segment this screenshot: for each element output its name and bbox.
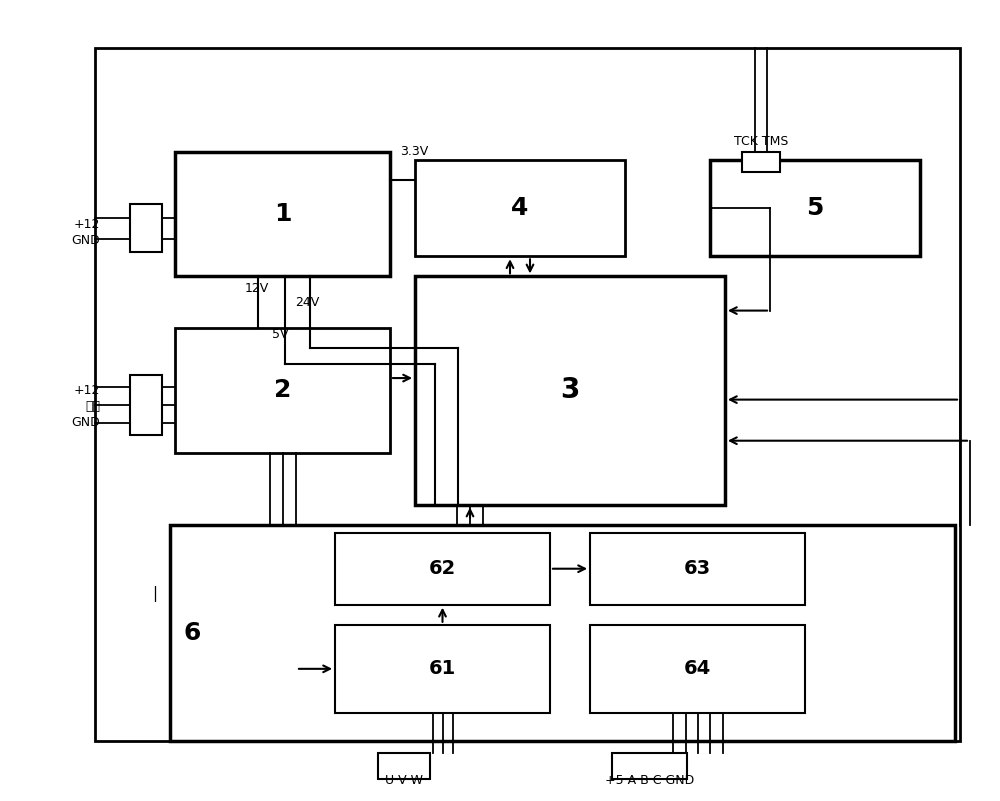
Text: U V W: U V W (385, 774, 423, 787)
Text: 6: 6 (183, 621, 201, 645)
Text: 61: 61 (429, 659, 456, 678)
Text: +5 A B C GND: +5 A B C GND (605, 774, 695, 787)
Bar (710, 160, 920, 256)
Text: 5: 5 (806, 196, 824, 220)
Bar (415, 160, 625, 256)
Text: 24V: 24V (295, 296, 319, 309)
Bar (170, 525, 955, 741)
Bar (95, 48, 960, 741)
Text: 2: 2 (274, 379, 291, 402)
Text: TCK TMS: TCK TMS (734, 135, 788, 148)
Bar (335, 625, 550, 713)
Bar (415, 276, 725, 505)
Bar (175, 328, 390, 453)
Text: 5V: 5V (272, 328, 288, 341)
Bar (378, 753, 430, 779)
Text: 62: 62 (429, 559, 456, 578)
Text: 1: 1 (274, 203, 291, 226)
Bar (612, 753, 687, 779)
Text: GND: GND (71, 234, 100, 247)
Text: 12V: 12V (245, 282, 269, 295)
Text: 3.3V: 3.3V (400, 145, 428, 158)
Text: 信号: 信号 (85, 400, 100, 413)
Text: GND: GND (71, 416, 100, 429)
Bar (742, 152, 780, 172)
Text: 64: 64 (684, 659, 711, 678)
Text: +12: +12 (74, 218, 100, 231)
Bar (130, 375, 162, 435)
Text: |: | (152, 586, 158, 602)
Bar (335, 533, 550, 605)
Text: 4: 4 (511, 196, 529, 220)
Bar (590, 533, 805, 605)
Text: 63: 63 (684, 559, 711, 578)
Bar (175, 152, 390, 276)
Bar (590, 625, 805, 713)
Text: 3: 3 (560, 376, 580, 405)
Bar (130, 204, 162, 252)
Text: +12: +12 (74, 384, 100, 396)
